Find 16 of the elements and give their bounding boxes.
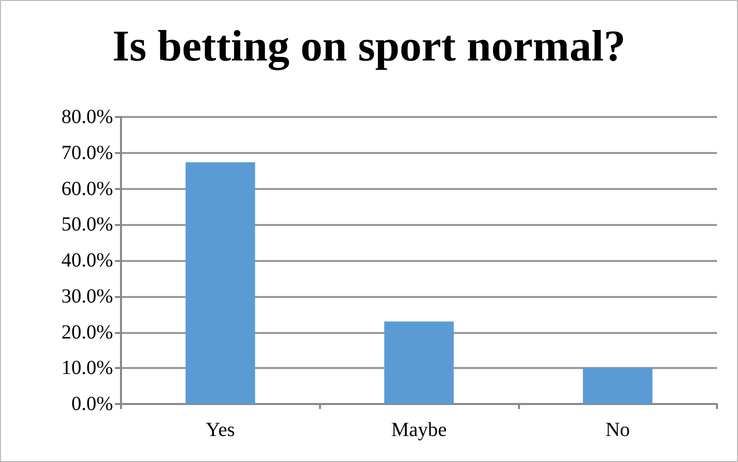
x-tick-label: No: [605, 419, 630, 441]
x-tick-label: Yes: [206, 419, 236, 441]
y-tick-label: 10.0%: [61, 357, 113, 380]
y-tick-label: 80.0%: [61, 106, 113, 128]
chart-title: Is betting on sport normal?: [112, 22, 626, 70]
y-tick-label: 70.0%: [61, 142, 113, 164]
y-tick-label: 50.0%: [61, 214, 113, 236]
y-tick-label: 20.0%: [61, 321, 113, 344]
y-tick-label: 30.0%: [61, 285, 113, 308]
y-tick-label: 40.0%: [61, 250, 113, 272]
x-tick-label: Maybe: [391, 419, 447, 441]
y-tick-label: 0.0%: [71, 393, 113, 415]
y-tick-label: 60.0%: [61, 178, 113, 200]
bar: [582, 368, 652, 404]
bar: [384, 321, 454, 404]
bar: [186, 162, 256, 404]
